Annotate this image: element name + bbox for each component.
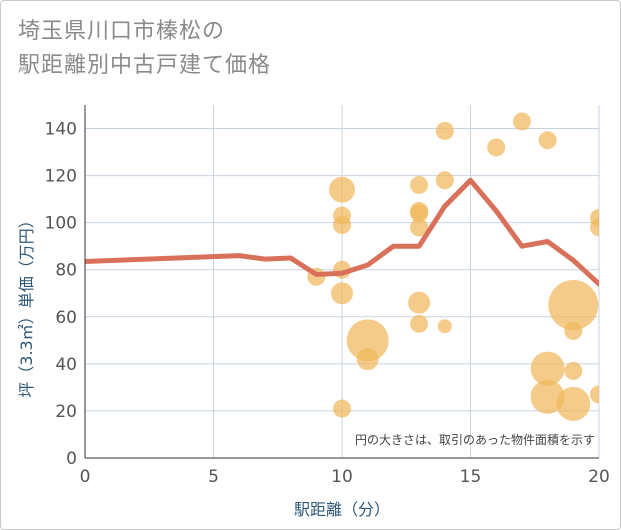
bubble-point	[590, 385, 599, 404]
bubble-point	[410, 204, 429, 223]
x-tick-label: 5	[208, 467, 219, 487]
average-price-line	[85, 177, 599, 287]
bubble-layer	[307, 112, 599, 421]
x-tick-label: 0	[80, 467, 91, 487]
axes	[84, 105, 599, 459]
bubble-point	[530, 379, 565, 414]
size-annotation: 円の大きさは、取引のあった物件面積を示す	[355, 432, 595, 447]
y-tick-label: 140	[45, 120, 77, 140]
bubble-point	[410, 218, 429, 237]
x-tick-label: 20	[588, 467, 610, 487]
bubble-point	[410, 314, 429, 333]
bubble-point	[333, 399, 351, 418]
y-axis-label: 坪（3.3㎡）単価（万円）	[17, 212, 36, 397]
bubble-point	[410, 176, 429, 195]
y-tick-label: 120	[45, 167, 77, 187]
chart-title-line-1: 埼玉県川口市榛松の	[18, 19, 226, 44]
y-tick-label: 20	[55, 402, 77, 422]
tick-labels: 0 20 40 60 80 100 120 140 0 5 10 15 20	[45, 120, 610, 487]
bubble-point	[435, 171, 454, 190]
grid-lines	[84, 105, 600, 459]
x-tick-label: 15	[460, 467, 482, 487]
x-tick-label: 10	[331, 467, 353, 487]
chart-title-line-2: 駅距離別中古戸建て価格	[18, 53, 272, 78]
bubble-point	[487, 138, 506, 157]
bubble-point	[356, 348, 379, 371]
bubble-point	[530, 351, 565, 386]
bubble-point	[564, 321, 583, 340]
y-tick-label: 100	[45, 214, 77, 234]
bubble-point	[331, 282, 353, 305]
bubble-point	[408, 291, 431, 314]
bubble-point	[538, 131, 557, 150]
chart-title: 埼玉県川口市榛松の 駅距離別中古戸建て価格	[18, 15, 271, 83]
bubble-point	[437, 319, 452, 334]
bubble-point	[512, 112, 531, 131]
bubble-point	[435, 121, 454, 140]
line-layer	[85, 177, 599, 287]
y-tick-label: 60	[55, 308, 77, 328]
bubble-point	[346, 319, 389, 362]
x-axis-label: 駅距離（分）	[294, 500, 390, 519]
y-tick-label: 80	[55, 261, 77, 281]
y-tick-label: 40	[55, 355, 77, 375]
bubble-point	[556, 386, 591, 421]
bubble-point	[548, 280, 599, 331]
bubble-point	[329, 176, 355, 203]
y-tick-label: 0	[66, 449, 77, 469]
bubble-point	[590, 218, 599, 237]
bubble-point	[333, 216, 351, 235]
bubble-point	[564, 361, 583, 380]
